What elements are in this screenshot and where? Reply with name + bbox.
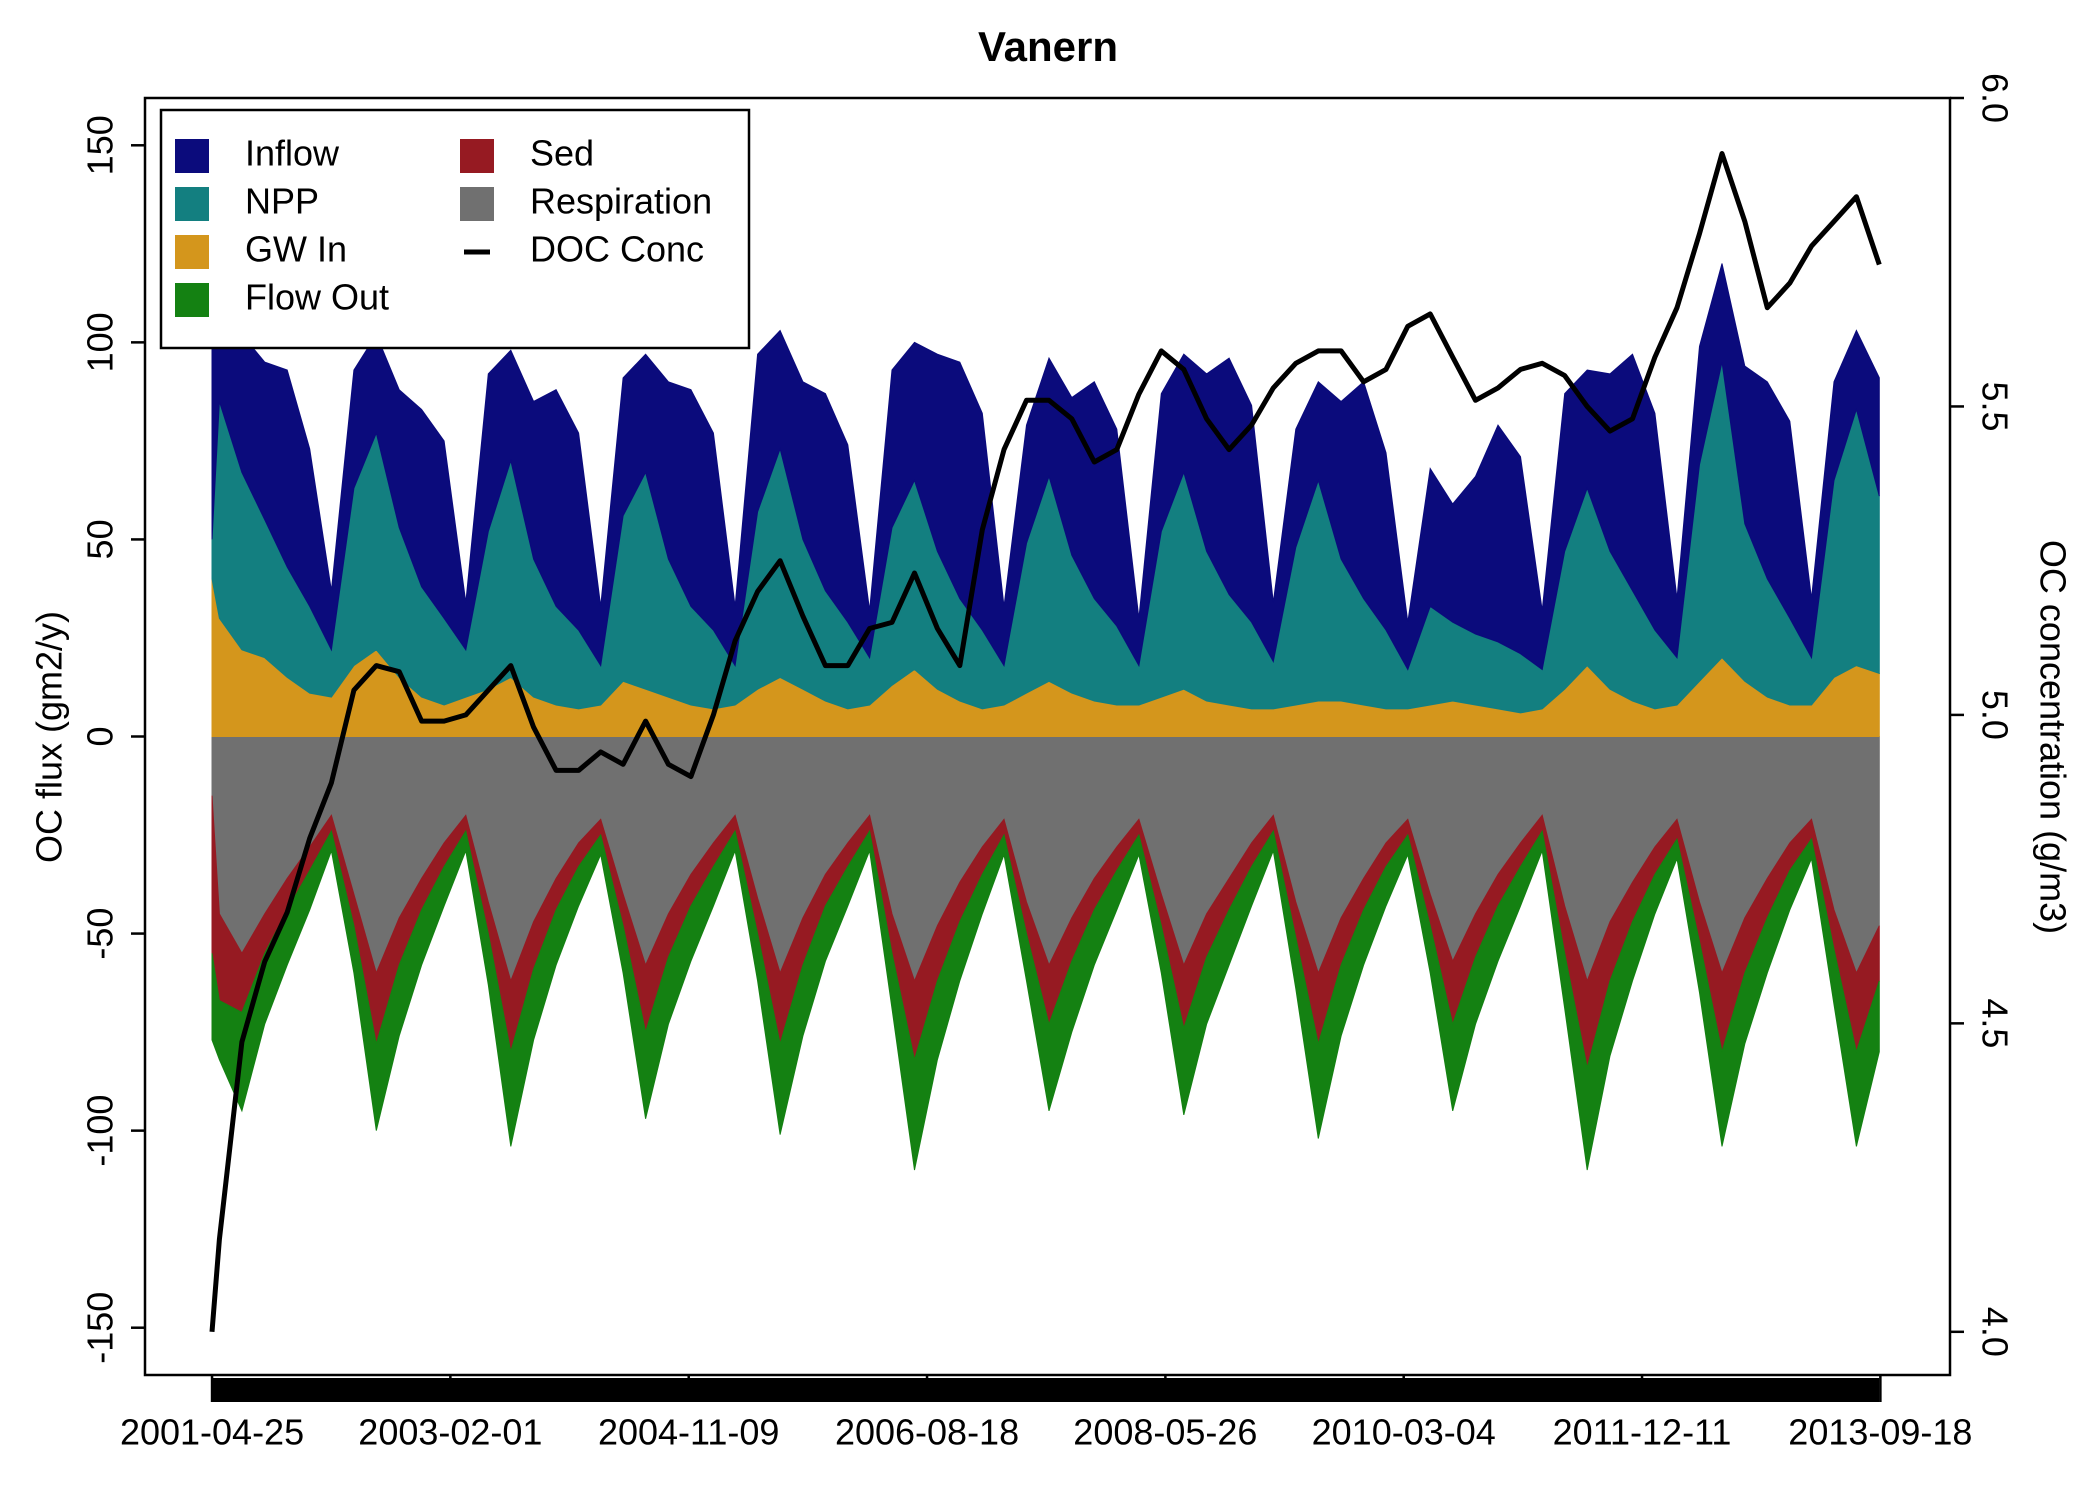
chart-title: Vanern — [978, 23, 1118, 70]
legend-box — [159, 108, 751, 350]
legend-label: DOC Conc — [530, 229, 704, 270]
x-tick-label: 2011-12-11 — [1553, 1412, 1732, 1453]
legend-swatch — [175, 187, 209, 221]
y2-tick-label: 4.0 — [1974, 1307, 2015, 1357]
legend-swatch — [175, 283, 209, 317]
legend-swatch — [460, 187, 494, 221]
x-tick-label: 2004-11-09 — [598, 1412, 779, 1453]
legend-swatch — [175, 235, 209, 269]
y2-axis-label: OC concentration (g/m3) — [2032, 540, 2073, 934]
y2-tick-label: 5.5 — [1974, 381, 2015, 431]
line — [209, 151, 1882, 1332]
x-tick-label: 2010-03-04 — [1312, 1412, 1496, 1453]
y-tick-label: -150 — [80, 1292, 121, 1364]
y-tick-label: 100 — [80, 312, 121, 372]
x-tick-label: 2008-05-26 — [1073, 1412, 1257, 1453]
y-axis-label: OC flux (gm2/y) — [29, 611, 70, 863]
legend-label: Respiration — [530, 181, 712, 222]
legend-swatch — [460, 139, 494, 173]
area — [211, 224, 1880, 671]
legend-swatch — [175, 139, 209, 173]
x-tick-label: 2013-09-18 — [1788, 1412, 1972, 1453]
legend-label: Sed — [530, 133, 594, 174]
legend-label: Flow Out — [245, 277, 389, 318]
legend-label: NPP — [245, 181, 319, 222]
legend-label: GW In — [245, 229, 347, 270]
x-tick-label: 2003-02-01 — [358, 1412, 542, 1453]
y2-tick-label: 6.0 — [1974, 73, 2015, 123]
area — [211, 829, 1880, 1171]
x-tick-label: 2001-04-25 — [120, 1412, 304, 1453]
y-tick-label: -100 — [80, 1095, 121, 1167]
legend-label: Inflow — [245, 133, 340, 174]
y-tick-label: 50 — [80, 519, 121, 559]
y-tick-label: 150 — [80, 115, 121, 175]
x-tick-label: 2006-08-18 — [835, 1412, 1019, 1453]
y-tick-label: 0 — [80, 726, 121, 746]
y2-tick-label: 4.5 — [1974, 998, 2015, 1048]
x-axis-rug — [212, 1378, 1880, 1402]
y-tick-label: -50 — [80, 908, 121, 960]
y2-tick-label: 5.0 — [1974, 690, 2015, 740]
